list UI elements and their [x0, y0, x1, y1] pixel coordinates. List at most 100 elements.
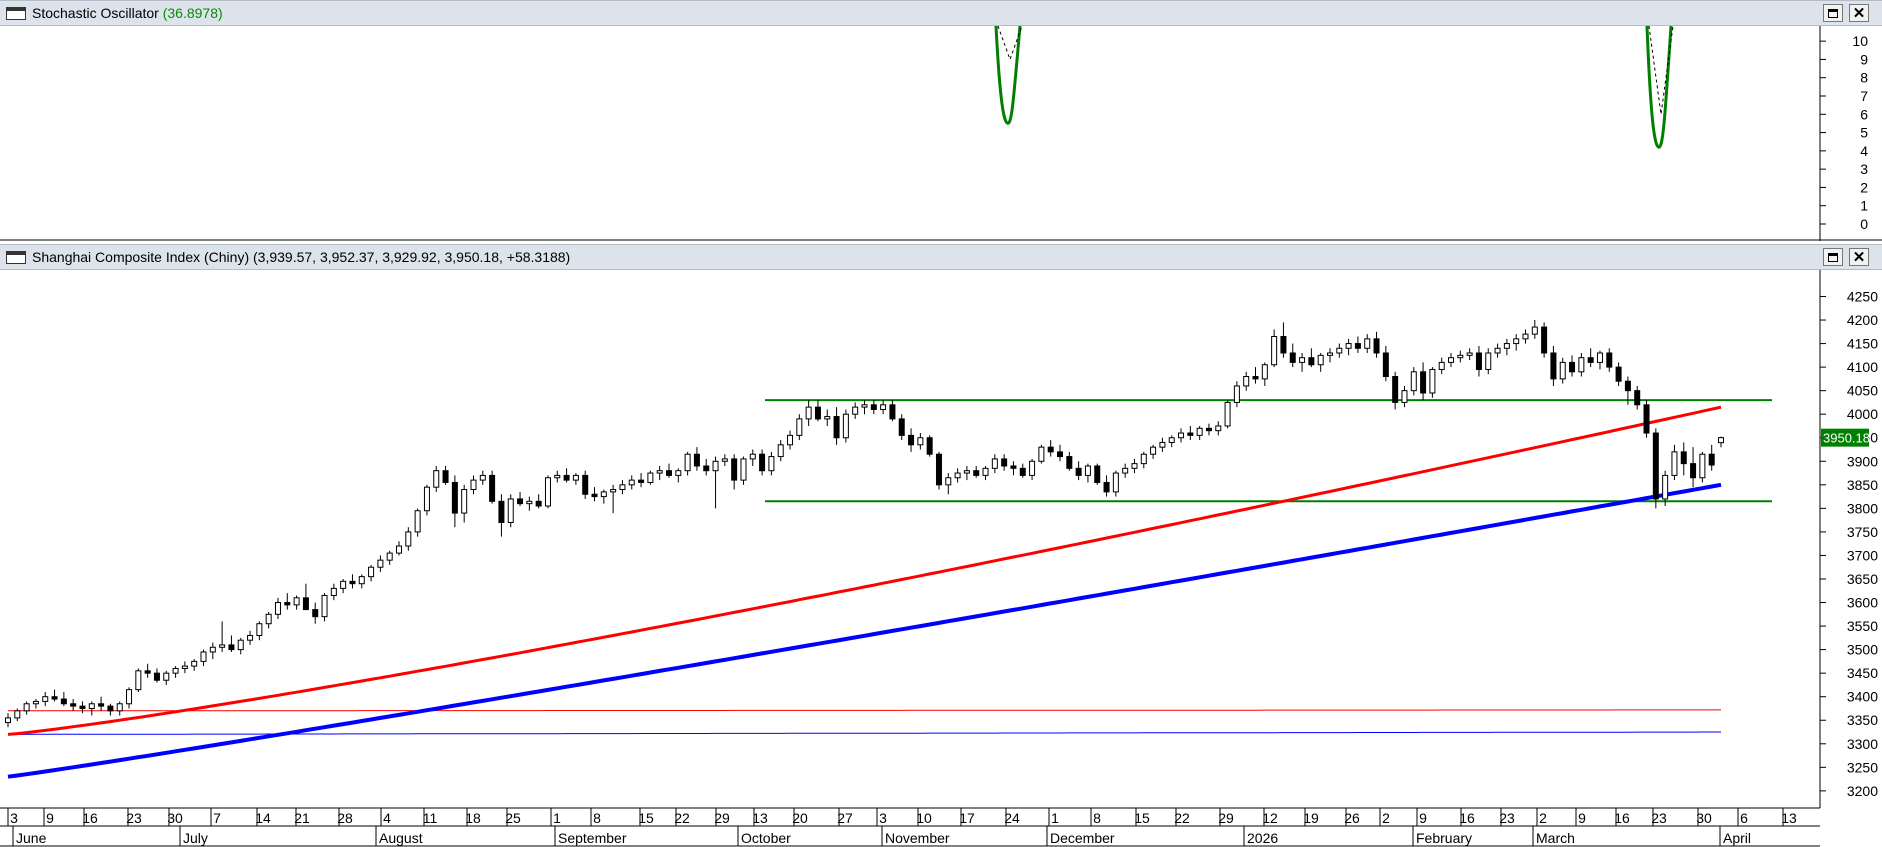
x-day-label: 25 — [505, 810, 521, 826]
candle — [963, 465, 970, 481]
candle — [945, 473, 952, 495]
candle — [321, 593, 328, 622]
candle — [777, 440, 784, 462]
candle — [1438, 357, 1445, 375]
candle-body — [1392, 376, 1399, 403]
candle — [1084, 463, 1091, 483]
candle-body — [1531, 326, 1538, 335]
candle-body — [721, 458, 728, 462]
candle-body — [153, 672, 160, 681]
candle-body — [563, 474, 570, 481]
candle-body — [1401, 390, 1408, 403]
candle-body — [1373, 338, 1380, 354]
candle-body — [1475, 352, 1482, 370]
candle-body — [796, 418, 803, 436]
candle-body — [451, 481, 458, 514]
x-day-label: 24 — [1004, 810, 1020, 826]
candle-body — [265, 613, 272, 625]
candle-body — [917, 437, 924, 446]
last-price-marker: 3950.18 — [1821, 428, 1870, 447]
candle-body — [1187, 432, 1194, 436]
close-button[interactable]: ✕ — [1849, 4, 1869, 22]
last-price-label: 3950.18 — [1823, 431, 1870, 446]
candle-body — [498, 500, 505, 523]
candle-body — [591, 493, 598, 498]
window-icon — [6, 251, 26, 264]
candle — [1103, 475, 1110, 497]
candle — [70, 699, 77, 711]
candle-body — [619, 484, 626, 491]
x-day-label: 23 — [1499, 810, 1515, 826]
candle-body — [1252, 376, 1259, 380]
candle — [1112, 470, 1119, 497]
stochastic-k-line — [1645, 26, 1673, 149]
candle-body — [814, 406, 821, 420]
y-tick-label: 4150 — [1847, 336, 1878, 352]
maximize-button[interactable] — [1823, 248, 1843, 266]
candle-body — [628, 479, 635, 486]
candle-body — [1718, 437, 1724, 444]
candle — [600, 489, 607, 504]
x-day-label: 21 — [294, 810, 310, 826]
close-button[interactable]: ✕ — [1849, 248, 1869, 266]
price-chart: 4250420041504100405040003950390038503800… — [0, 270, 1882, 847]
candle — [703, 458, 710, 476]
candle-body — [1494, 347, 1501, 354]
y-tick-label: 3300 — [1847, 736, 1878, 752]
candle-body — [1587, 357, 1594, 363]
candle-body — [1103, 481, 1110, 493]
candle-body — [1261, 364, 1268, 380]
x-month-label: October — [741, 830, 791, 846]
y-tick-label: 2 — [1860, 179, 1868, 195]
x-day-label: 6 — [1740, 810, 1748, 826]
candle — [489, 470, 496, 504]
stochastic-value: (36.8978) — [162, 5, 223, 21]
candle — [135, 668, 142, 692]
candle — [1634, 385, 1641, 410]
x-day-label: 3 — [10, 810, 18, 826]
candle-body — [144, 670, 151, 674]
candle-body — [442, 470, 449, 483]
candle — [23, 701, 30, 715]
y-tick-label: 9 — [1860, 51, 1868, 67]
candle-body — [209, 646, 216, 653]
maximize-button[interactable] — [1823, 4, 1843, 22]
candle — [1243, 371, 1250, 391]
candle-body — [1122, 467, 1129, 474]
candle — [1187, 425, 1194, 441]
y-tick-label: 4000 — [1847, 406, 1878, 422]
y-tick-label: 3550 — [1847, 618, 1878, 634]
candle-body — [368, 566, 375, 578]
y-tick-label: 4250 — [1847, 288, 1878, 304]
candle — [1233, 381, 1240, 408]
candle — [1699, 451, 1706, 483]
candle-body — [79, 705, 86, 709]
x-day-label: 29 — [1218, 810, 1234, 826]
candle — [368, 564, 375, 582]
candle-body — [60, 698, 67, 705]
candle-body — [1075, 467, 1082, 476]
candle — [1066, 451, 1073, 471]
candle-body — [70, 703, 77, 707]
candle — [293, 595, 300, 610]
candle — [898, 414, 905, 441]
candle-body — [107, 705, 114, 712]
candle-body — [1205, 427, 1212, 432]
candle-body — [1038, 446, 1045, 462]
candle — [1047, 440, 1054, 457]
candle — [1317, 352, 1324, 372]
y-tick-label: 3850 — [1847, 477, 1878, 493]
candle — [991, 454, 998, 474]
candle-body — [842, 413, 849, 439]
candle-body — [1699, 453, 1706, 479]
candle-body — [1271, 336, 1278, 366]
candle — [14, 708, 21, 722]
candle-body — [1550, 352, 1557, 380]
candle — [973, 465, 980, 478]
candle — [1354, 336, 1361, 353]
candle-body — [712, 460, 719, 472]
candle-body — [638, 479, 645, 483]
candle — [312, 602, 319, 624]
y-tick-label: 1 — [1860, 198, 1868, 214]
x-day-label: 12 — [1262, 810, 1278, 826]
